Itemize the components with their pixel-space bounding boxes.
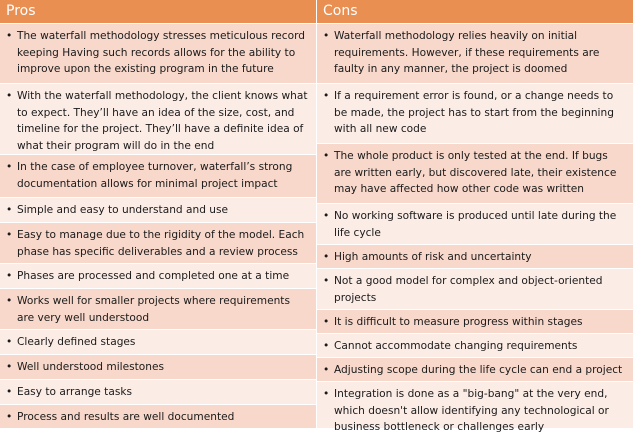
bullet-icon: • <box>323 316 330 328</box>
bullet-icon: • <box>323 30 330 42</box>
cons-row: • Not a good model for complex and object… <box>317 268 633 309</box>
pros-row: • With the waterfall methodology, the cli… <box>0 83 316 154</box>
pros-header: Pros <box>0 0 316 23</box>
bullet-icon: • <box>6 295 13 307</box>
bullet-icon: • <box>6 204 13 216</box>
bullet-icon: • <box>323 364 330 376</box>
bullet-icon: • <box>323 150 330 162</box>
cons-row: • It is difficult to measure progress wit… <box>317 309 633 333</box>
bullet-icon: • <box>323 388 330 400</box>
pros-column: Pros • The waterfall methodology stresses… <box>0 0 317 428</box>
bullet-icon: • <box>6 270 13 282</box>
bullet-icon: • <box>323 210 330 222</box>
pros-row: • Phases are processed and completed one … <box>0 263 316 288</box>
cons-row: • The whole product is only tested at the… <box>317 143 633 203</box>
bullet-icon: • <box>323 90 330 102</box>
pros-row: • Works well for smaller projects where r… <box>0 288 316 329</box>
cons-row: • Cannot accommodate changing requirement… <box>317 333 633 357</box>
bullet-icon: • <box>6 229 13 241</box>
cons-row: • Waterfall methodology relies heavily on… <box>317 23 633 83</box>
pros-row: • Clearly defined stages <box>0 329 316 354</box>
cons-row: • Integration is done as a "big-bang" at … <box>317 381 633 433</box>
bullet-icon: • <box>6 411 13 423</box>
pros-row: • Process and results are well documented <box>0 404 316 428</box>
bullet-icon: • <box>6 90 13 102</box>
pros-row: • Simple and easy to understand and use <box>0 197 316 222</box>
bullet-icon: • <box>323 340 330 352</box>
bullet-icon: • <box>6 361 13 373</box>
pros-row: • Easy to arrange tasks <box>0 379 316 404</box>
bullet-icon: • <box>6 161 13 173</box>
bullet-icon: • <box>6 30 13 42</box>
bullet-icon: • <box>323 275 330 287</box>
bullet-icon: • <box>323 251 330 263</box>
pros-row: • Easy to manage due to the rigidity of t… <box>0 222 316 263</box>
cons-column: Cons • Waterfall methodology relies heavi… <box>317 0 633 433</box>
bullet-icon: • <box>6 386 13 398</box>
cons-header: Cons <box>317 0 633 23</box>
cons-row: • Adjusting scope during the life cycle c… <box>317 357 633 381</box>
pros-row: • The waterfall methodology stresses meti… <box>0 23 316 83</box>
cons-row: • If a requirement error is found, or a c… <box>317 83 633 143</box>
cons-row: • No working software is produced until l… <box>317 203 633 244</box>
pros-row: • In the case of employee turnover, water… <box>0 154 316 197</box>
pros-row: • Well understood milestones <box>0 354 316 379</box>
cons-row: • High amounts of risk and uncertainty <box>317 244 633 268</box>
bullet-icon: • <box>6 336 13 348</box>
